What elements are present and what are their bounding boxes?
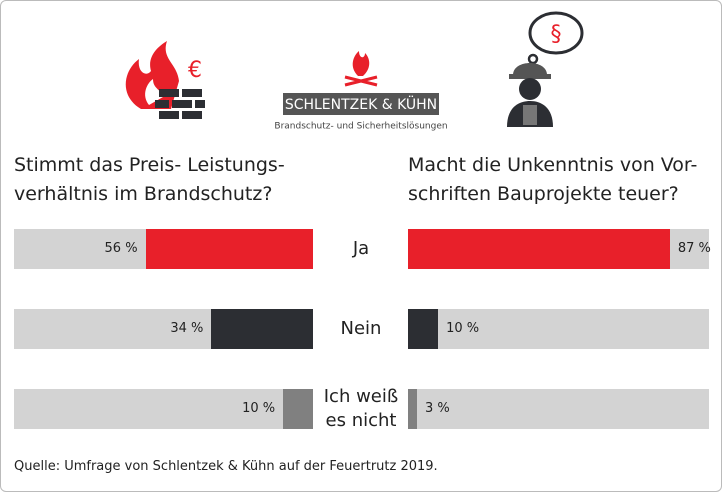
bar — [408, 309, 439, 349]
svg-text:€: € — [188, 58, 202, 83]
category-label: Ich weiß es nicht — [323, 386, 399, 431]
logo-name: SCHLENTZEK & KÜHN — [285, 95, 437, 113]
bar-track — [408, 309, 709, 349]
svg-text:§: § — [551, 22, 562, 47]
bar — [408, 389, 418, 429]
bar — [408, 229, 670, 269]
chart-title: Stimmt das Preis- Leistungs-verhältnis i… — [14, 154, 285, 205]
fire-wall-icon: € — [125, 41, 205, 119]
logo-tagline: Brandschutz- und Sicherheitslösungen — [274, 122, 447, 132]
icons: € SCHLENTZEK & KÜHN Brandschutz- und Sic… — [125, 11, 584, 132]
bar — [211, 309, 313, 349]
logo: SCHLENTZEK & KÜHN Brandschutz- und Siche… — [274, 51, 448, 132]
value-label: 3 % — [425, 401, 450, 416]
chart-title: Macht die Unkenntnis von Vor-schriften B… — [408, 154, 698, 205]
bar — [283, 389, 313, 429]
value-label: 87 % — [677, 241, 711, 256]
category-label: Nein — [340, 318, 382, 339]
value-label: 34 % — [170, 321, 204, 336]
worker-icon: § — [507, 11, 584, 127]
value-label: 56 % — [104, 241, 138, 256]
source: Quelle: Umfrage von Schlentzek & Kühn au… — [14, 459, 438, 474]
bar-track — [14, 389, 313, 429]
bar — [145, 229, 313, 269]
value-label: 10 % — [242, 401, 276, 416]
bar-track — [408, 389, 709, 429]
category-label: Ja — [352, 238, 370, 259]
value-label: 10 % — [446, 321, 480, 336]
